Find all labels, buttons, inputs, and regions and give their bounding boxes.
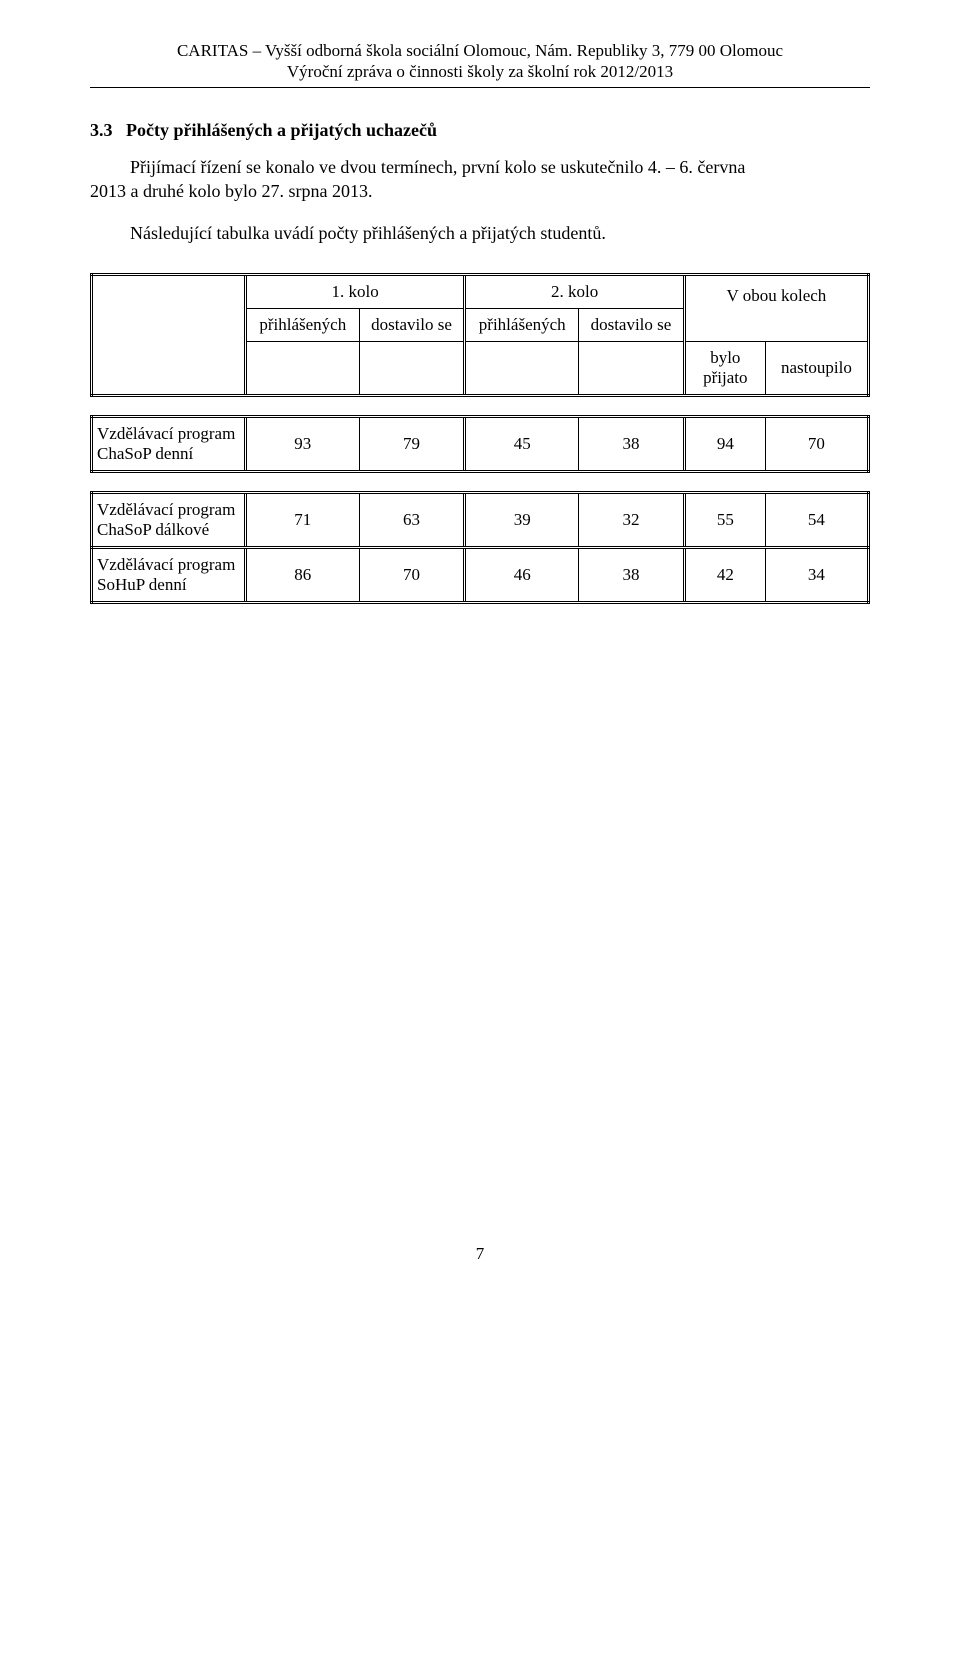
header-line2: Výroční zpráva o činnosti školy za školn… xyxy=(90,61,870,82)
table-cell: 34 xyxy=(765,548,868,603)
table-cell: 86 xyxy=(245,548,359,603)
page-header: CARITAS – Vyšší odborná škola sociální O… xyxy=(90,40,870,83)
table-row: Vzdělávací program ChaSoP dálkové 71 63 … xyxy=(92,493,869,548)
section-paragraph-2: Následující tabulka uvádí počty přihláše… xyxy=(130,221,870,245)
admissions-table: 1. kolo 2. kolo V obou kolech přihlášený… xyxy=(90,273,870,604)
table-row-label: Vzdělávací program ChaSoP denní xyxy=(92,417,246,472)
table-cell: 39 xyxy=(465,493,579,548)
header-rule xyxy=(90,87,870,88)
table-head-prihl-2: přihlášených xyxy=(465,309,579,342)
table-row-label: Vzdělávací program SoHuP denní xyxy=(92,548,246,603)
section-title: Počty přihlášených a přijatých uchazečů xyxy=(126,120,437,140)
table-cell: 46 xyxy=(465,548,579,603)
table-head-dost-2: dostavilo se xyxy=(579,309,685,342)
table-head-prihl-1: přihlášených xyxy=(245,309,359,342)
table-corner-cell xyxy=(92,275,246,309)
table-cell: 38 xyxy=(579,548,685,603)
table-cell: 63 xyxy=(359,493,465,548)
table-cell: 45 xyxy=(465,417,579,472)
table-cell: 38 xyxy=(579,417,685,472)
header-line1: CARITAS – Vyšší odborná škola sociální O… xyxy=(90,40,870,61)
table-cell: 79 xyxy=(359,417,465,472)
section-paragraph-1: Přijímací řízení se konalo ve dvou termí… xyxy=(130,155,870,204)
table-cell: 54 xyxy=(765,493,868,548)
table-head-prijato: bylo přijato xyxy=(684,342,765,396)
table-cell: 32 xyxy=(579,493,685,548)
table-cell: 71 xyxy=(245,493,359,548)
table-cell: 42 xyxy=(684,548,765,603)
page-number: 7 xyxy=(90,1244,870,1264)
section-heading: 3.3 Počty přihlášených a přijatých uchaz… xyxy=(90,120,870,141)
table-row: Vzdělávací program SoHuP denní 86 70 46 … xyxy=(92,548,869,603)
table-cell: 55 xyxy=(684,493,765,548)
table-cell: 94 xyxy=(684,417,765,472)
table-cell: 70 xyxy=(359,548,465,603)
table-row: Vzdělávací program ChaSoP denní 93 79 45… xyxy=(92,417,869,472)
table-head-kolo2: 2. kolo xyxy=(465,275,684,309)
table-cell: 70 xyxy=(765,417,868,472)
table-row-label: Vzdělávací program ChaSoP dálkové xyxy=(92,493,246,548)
table-head-kolo1: 1. kolo xyxy=(245,275,464,309)
table-head-obou: V obou kolech xyxy=(684,275,868,342)
table-head-dost-1: dostavilo se xyxy=(359,309,465,342)
table-head-nastoupilo: nastoupilo xyxy=(765,342,868,396)
section-number: 3.3 xyxy=(90,120,113,140)
table-cell: 93 xyxy=(245,417,359,472)
